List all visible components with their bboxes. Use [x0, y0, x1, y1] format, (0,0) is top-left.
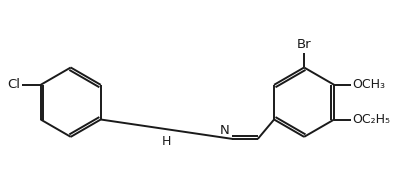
Text: OC₂H₅: OC₂H₅: [352, 113, 390, 126]
Text: H: H: [162, 134, 171, 148]
Text: OCH₃: OCH₃: [352, 78, 385, 91]
Text: Br: Br: [297, 38, 311, 51]
Text: N: N: [220, 124, 230, 137]
Text: Cl: Cl: [7, 78, 20, 91]
